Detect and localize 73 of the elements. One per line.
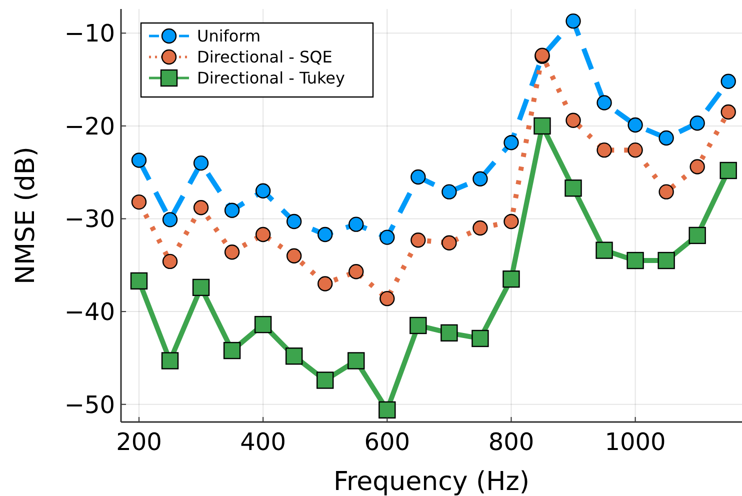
point bbox=[658, 252, 675, 270]
point bbox=[378, 401, 396, 419]
point bbox=[596, 95, 612, 110]
point bbox=[192, 278, 210, 296]
y-tick-label: −20 bbox=[64, 112, 115, 140]
x-tick-label: 400 bbox=[240, 428, 286, 456]
point bbox=[255, 226, 271, 242]
point bbox=[442, 184, 457, 200]
legend-label: Directional - SQE bbox=[197, 48, 332, 67]
point bbox=[316, 372, 334, 389]
point bbox=[658, 184, 674, 200]
y-tick-label: −40 bbox=[64, 298, 115, 326]
point bbox=[224, 202, 240, 218]
point bbox=[720, 74, 736, 89]
point bbox=[410, 169, 426, 185]
y-tick-label: −50 bbox=[64, 390, 115, 419]
point bbox=[162, 254, 178, 270]
point bbox=[254, 316, 272, 334]
point bbox=[131, 194, 147, 210]
point bbox=[223, 342, 241, 360]
point bbox=[658, 130, 674, 146]
point bbox=[720, 162, 737, 180]
point bbox=[564, 180, 582, 197]
point bbox=[348, 352, 365, 370]
point bbox=[566, 13, 581, 29]
point bbox=[318, 276, 333, 292]
point bbox=[690, 159, 705, 174]
point bbox=[720, 104, 736, 120]
point bbox=[534, 117, 551, 135]
x-tick-label: 200 bbox=[116, 428, 162, 456]
point bbox=[440, 324, 458, 342]
legend-label: Uniform bbox=[197, 26, 261, 46]
point bbox=[285, 348, 303, 365]
point bbox=[596, 142, 612, 158]
point bbox=[472, 220, 488, 236]
point bbox=[442, 235, 457, 250]
point bbox=[504, 214, 519, 230]
point bbox=[688, 226, 706, 244]
point bbox=[348, 216, 364, 232]
point bbox=[130, 272, 148, 290]
point bbox=[504, 135, 519, 150]
point bbox=[566, 112, 581, 128]
point bbox=[224, 244, 240, 260]
point bbox=[596, 242, 613, 259]
x-tick-label: 1000 bbox=[604, 428, 666, 456]
point bbox=[410, 232, 426, 248]
point bbox=[161, 352, 179, 370]
point bbox=[162, 212, 178, 228]
point bbox=[410, 316, 427, 334]
point bbox=[131, 152, 147, 168]
y-axis-title: NMSE (dB) bbox=[11, 146, 41, 284]
point bbox=[318, 226, 333, 242]
point bbox=[502, 270, 520, 288]
point bbox=[255, 183, 271, 199]
point bbox=[348, 264, 364, 280]
point bbox=[380, 290, 395, 306]
point bbox=[380, 230, 395, 245]
point bbox=[193, 200, 209, 216]
point bbox=[628, 117, 643, 133]
legend-label: Directional - Tukey bbox=[197, 68, 345, 88]
point bbox=[472, 171, 488, 186]
x-axis-title: Frequency (Hz) bbox=[333, 467, 530, 496]
y-tick-label: −30 bbox=[64, 205, 115, 234]
point bbox=[628, 142, 643, 158]
point bbox=[286, 214, 302, 230]
point bbox=[626, 252, 644, 270]
point bbox=[472, 330, 489, 348]
point bbox=[690, 116, 705, 131]
x-tick-label: 600 bbox=[364, 428, 410, 456]
point bbox=[286, 248, 302, 264]
point bbox=[193, 155, 209, 171]
x-tick-label: 800 bbox=[488, 428, 534, 456]
y-tick-label: −10 bbox=[64, 20, 115, 48]
